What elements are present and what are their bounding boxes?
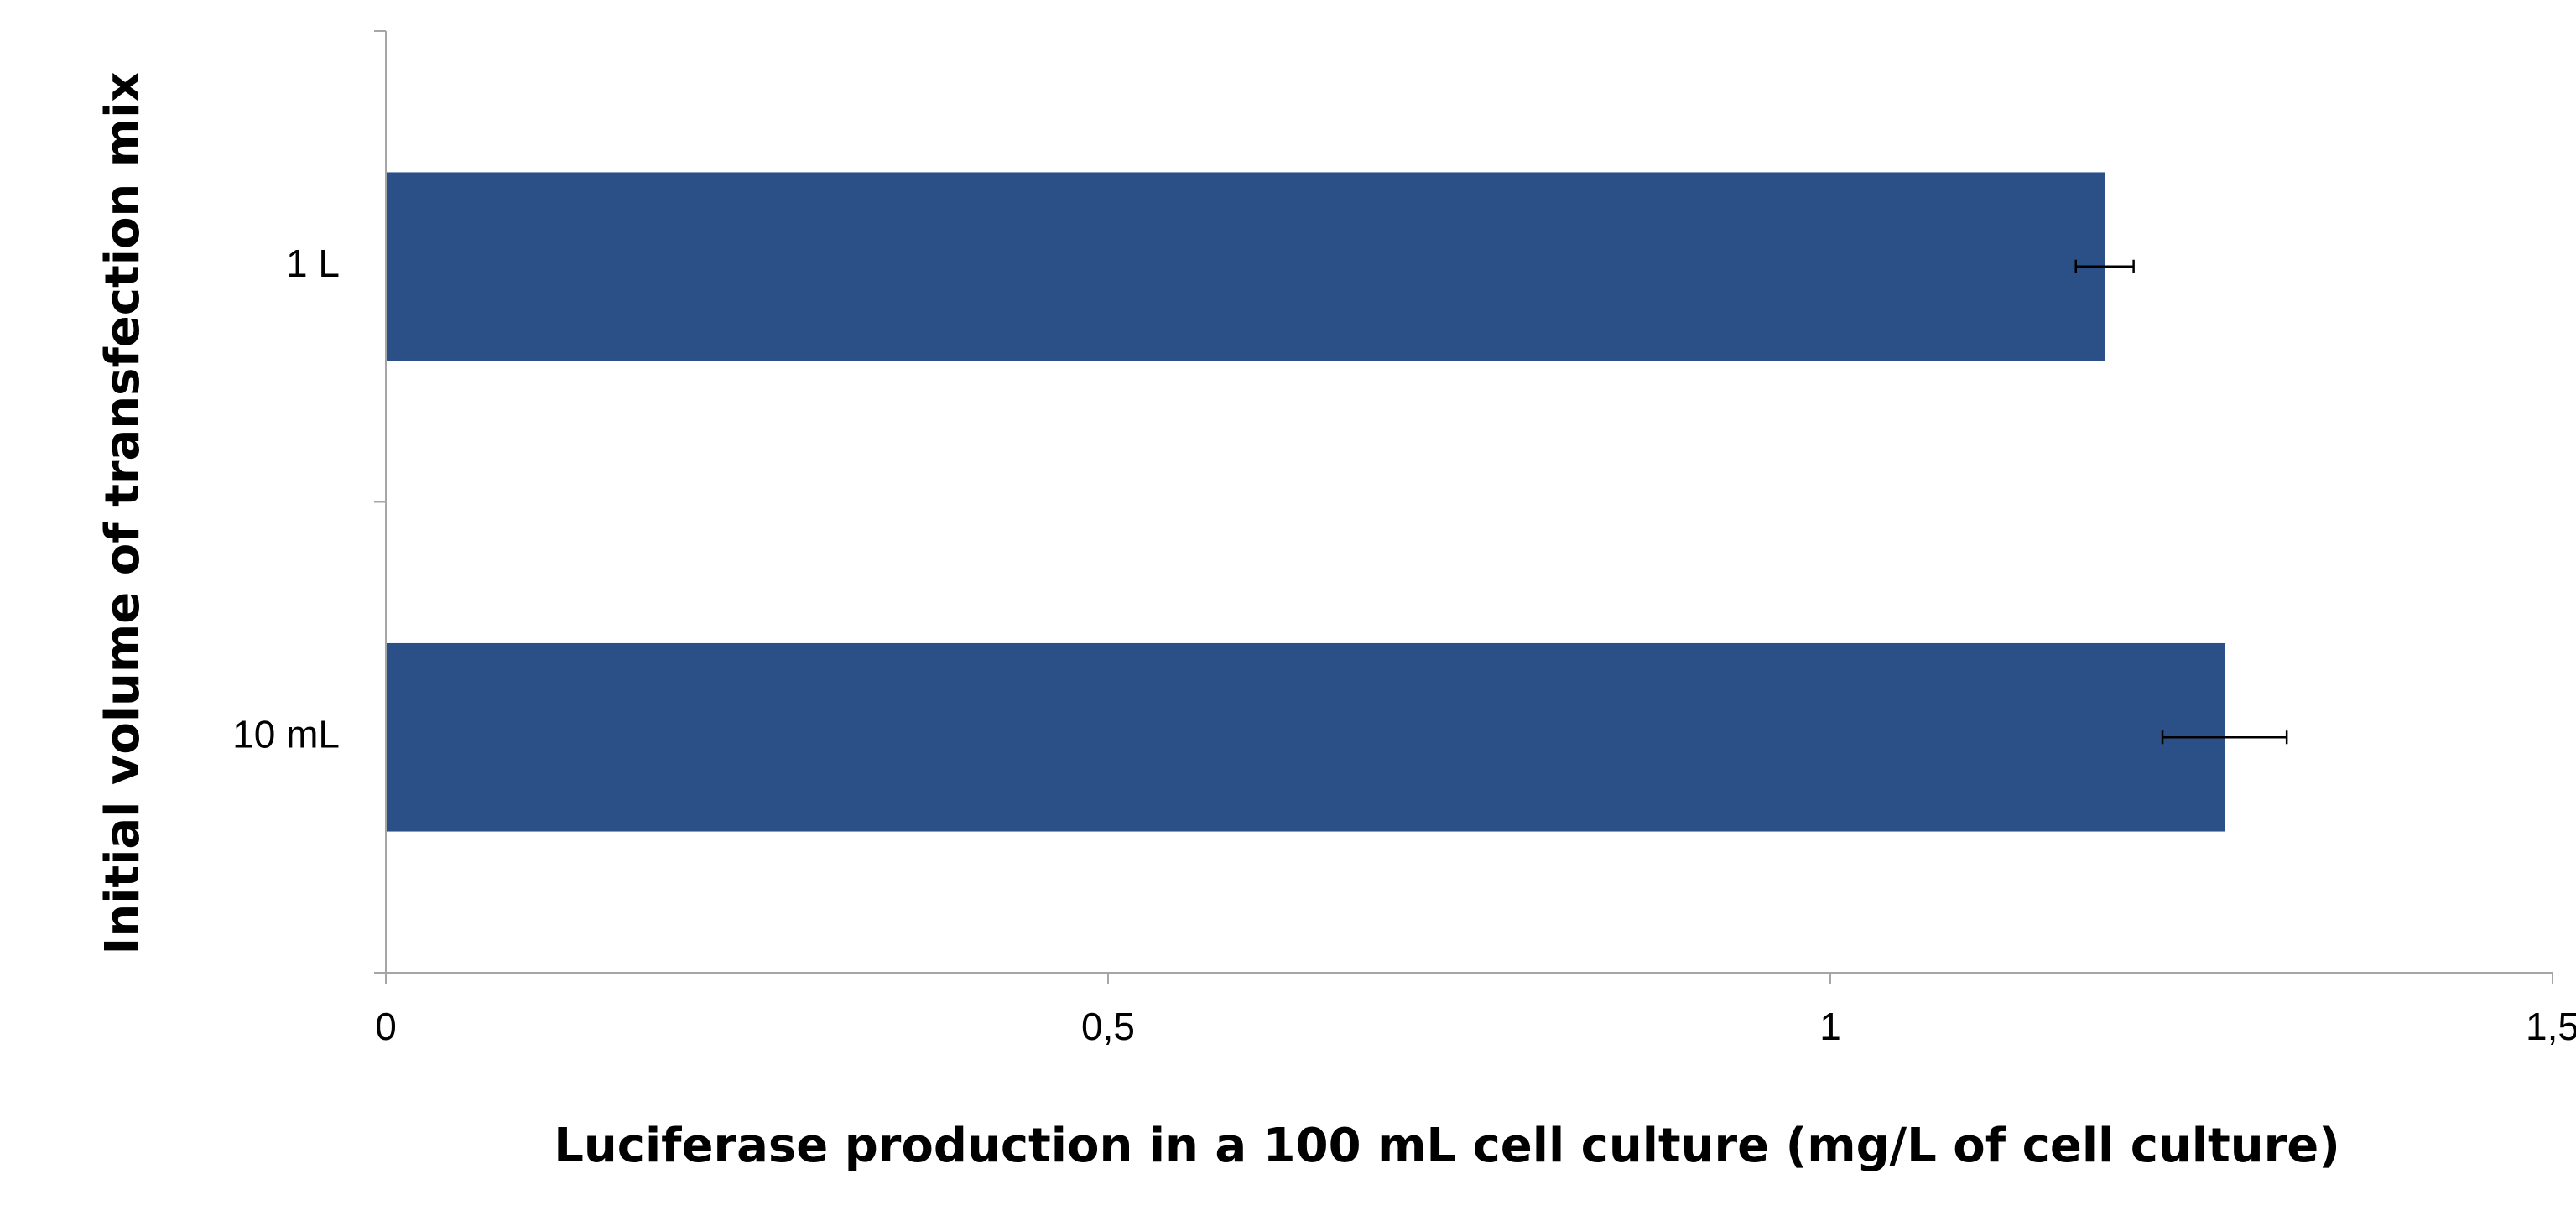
bar-1 bbox=[386, 642, 2225, 832]
x-tick-label-3: 1,5 bbox=[2526, 1005, 2576, 1048]
y-axis-title: Initial volume of transfection mix bbox=[96, 72, 150, 955]
bar-0 bbox=[386, 172, 2105, 361]
labels-layer: 1 L 10 mL 0 0,5 1 1,5 bbox=[232, 242, 2576, 1048]
y-tick-label-1: 10 mL bbox=[232, 712, 340, 756]
x-tick-label-0: 0 bbox=[375, 1005, 397, 1048]
x-tick-label-2: 1 bbox=[1819, 1005, 1841, 1048]
x-tick-label-1: 0,5 bbox=[1081, 1005, 1135, 1048]
bars-layer bbox=[386, 172, 2288, 832]
y-tick-label-0: 1 L bbox=[286, 242, 340, 285]
x-axis-title: Luciferase production in a 100 mL cell c… bbox=[554, 1119, 2340, 1173]
axes-layer bbox=[374, 30, 2553, 984]
